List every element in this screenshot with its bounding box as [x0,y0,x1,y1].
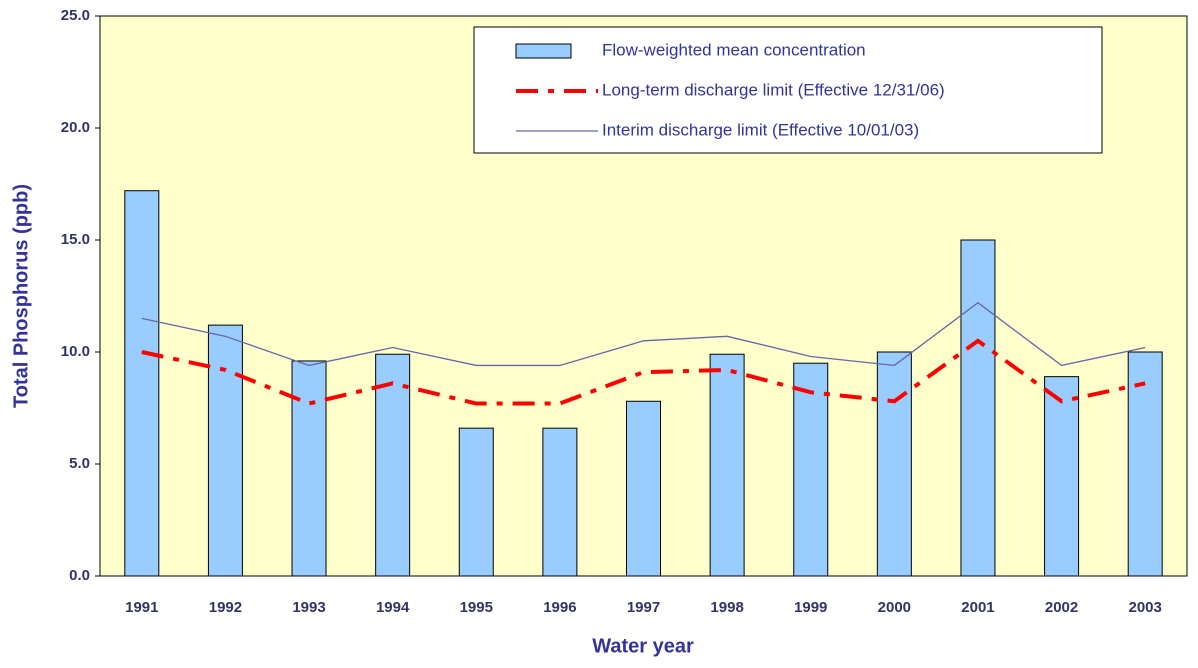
bar [626,400,661,577]
x-tick-label: 1995 [460,599,493,616]
x-tick-label: 1999 [794,599,827,616]
bar [375,353,411,577]
y-tick-label: 5.0 [69,455,90,472]
plot-border [99,15,1188,577]
bar [542,427,578,577]
legend-swatch [515,43,572,59]
x-tick-label: 1997 [627,599,660,616]
bar [291,360,327,577]
x-tick-label: 1994 [376,599,410,616]
bar [876,351,912,577]
line [141,338,1146,406]
bar [793,362,829,577]
x-tick-label: 2000 [878,599,911,616]
legend-label: Interim discharge limit (Effective 10/01… [602,120,919,139]
x-tick-label: 2001 [961,599,994,616]
x-tick-label: 1992 [209,599,242,616]
legend-label: Long-term discharge limit (Effective 12/… [602,80,945,99]
bar [709,353,745,577]
x-tick-label: 1998 [710,599,743,616]
legend-label: Flow-weighted mean concentration [602,40,866,59]
x-tick-label: 1993 [292,599,325,616]
x-tick-label: 1991 [125,599,158,616]
x-tick-label: 2003 [1129,599,1162,616]
bar [1127,351,1163,577]
y-tick-label: 25.0 [61,7,90,24]
y-tick-label: 10.0 [61,343,90,360]
y-tick-label: 20.0 [61,119,90,136]
y-axis-title: Total Phosphorus (ppb) [10,184,32,408]
bar [207,324,243,577]
line [141,301,1146,367]
bar [960,239,996,577]
y-tick-label: 0.0 [69,567,90,584]
x-tick-label: 1996 [543,599,576,616]
bar [458,427,494,577]
x-axis-title: Water year [592,635,694,657]
x-tick-label: 2002 [1045,599,1078,616]
bar [1044,376,1080,577]
bar [124,190,160,577]
y-tick-label: 15.0 [61,231,90,248]
